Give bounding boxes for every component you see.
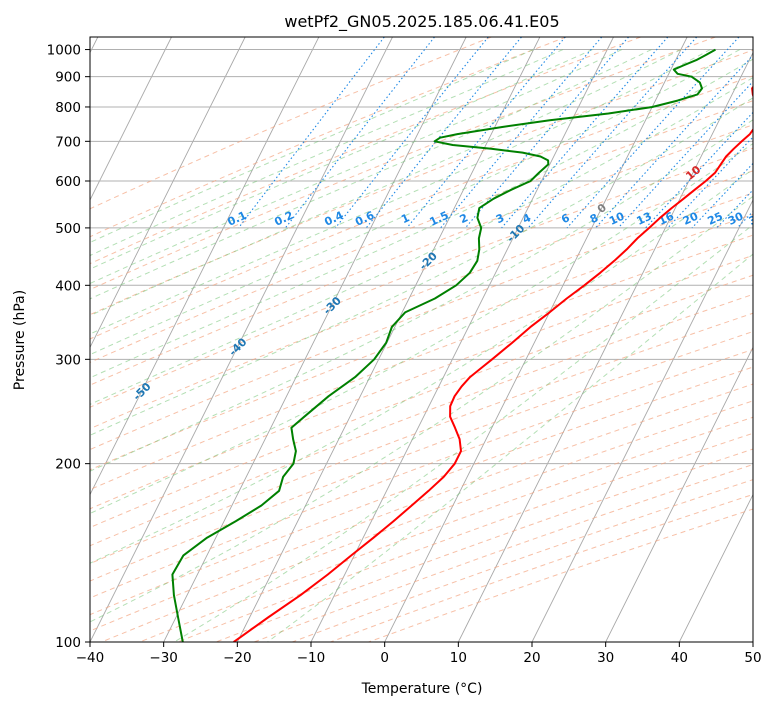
- y-tick-label: 300: [55, 352, 81, 368]
- moist-adiabat-line: [90, 119, 753, 472]
- moist-adiabat-line: [90, 58, 753, 379]
- dry-adiabat-label: -60: [36, 422, 59, 445]
- mixing-ratio-label: 16: [657, 209, 677, 227]
- moist-adiabat-line: [90, 142, 753, 514]
- mixing-ratio-line: [527, 37, 698, 229]
- y-tick-label: 600: [55, 174, 81, 190]
- moist-adiabat-line: [90, 49, 623, 285]
- y-tick-label: 500: [55, 221, 81, 237]
- mixing-ratio-label: 25: [706, 210, 725, 228]
- isotherm-line: [236, 37, 541, 642]
- moist-adiabat-line: [90, 49, 564, 257]
- background-lines: [90, 37, 775, 642]
- dry-adiabat-line: [90, 383, 753, 632]
- moist-adiabat-line: [90, 49, 711, 335]
- x-axis-label: Temperature (°C): [361, 681, 483, 697]
- dry-adiabat-line: [90, 75, 753, 340]
- moist-adiabat-line: [90, 49, 593, 270]
- profiles: [171, 48, 753, 642]
- x-tick-label: −30: [149, 650, 178, 666]
- moist-adiabat-line: [90, 49, 652, 300]
- x-axis: −40 −30 −20 −10 0 10 20 30 40 50: [76, 642, 762, 666]
- x-tick-label: −40: [76, 650, 105, 666]
- mixing-ratio-line: [758, 37, 775, 228]
- x-tick-label: 20: [523, 650, 540, 666]
- mixing-ratio-line: [617, 80, 753, 229]
- y-tick-label: 800: [55, 100, 81, 116]
- chart-title: wetPf2_GN05.2025.185.06.41.E05: [284, 12, 559, 32]
- x-tick-label: 50: [744, 650, 761, 666]
- y-axis: 100 200 300 400 500 600 700 800 900 1000: [47, 43, 90, 651]
- moist-adiabat-line: [90, 97, 753, 436]
- mixing-ratio-label: 13: [634, 210, 653, 228]
- plot-frame: [89, 36, 754, 643]
- x-tick-label: −10: [297, 650, 326, 666]
- dry-adiabat-line: [90, 234, 753, 491]
- isotherm-line: [90, 37, 320, 496]
- x-tick-label: 30: [597, 650, 614, 666]
- mixing-ratio-label: 20: [681, 209, 701, 227]
- isotherm-line: [163, 37, 467, 642]
- mixing-ratio-line: [334, 37, 489, 229]
- x-tick-label: −20: [223, 650, 252, 666]
- mixing-ratio-line: [440, 37, 603, 229]
- dry-adiabat-line: [90, 331, 753, 582]
- x-tick-label: 0: [380, 650, 389, 666]
- mixing-ratio-line: [406, 37, 566, 229]
- isotherm-line: [90, 37, 246, 349]
- moist-adiabat-line: [90, 168, 753, 564]
- isotherm-line: [90, 37, 393, 642]
- y-tick-label: 100: [55, 635, 81, 651]
- isotherm-line: [531, 198, 753, 642]
- isotherm-line: [752, 640, 753, 642]
- dry-adiabat-line: [90, 366, 753, 616]
- moist-adiabat-line: [90, 49, 741, 356]
- isotherm-line: [678, 493, 753, 642]
- y-tick-label: 1000: [47, 43, 81, 59]
- moist-adiabat-line: [90, 49, 682, 317]
- dry-adiabat-line: [90, 37, 492, 210]
- mixing-ratio-label: 36: [747, 209, 767, 227]
- mixing-ratio-label: 30: [726, 209, 746, 227]
- mixing-ratio-line: [691, 162, 753, 229]
- temperature-profile-line: [233, 85, 753, 642]
- mixing-ratio-label: 10: [607, 209, 627, 227]
- dewpoint-profile-line: [171, 48, 716, 642]
- moist-adiabat-line: [90, 195, 753, 623]
- dry-adiabat-line: [90, 274, 753, 529]
- y-axis-label: Pressure (hPa): [12, 290, 28, 390]
- y-tick-label: 400: [55, 278, 81, 294]
- x-tick-label: 10: [450, 650, 467, 666]
- x-tick-label: 40: [671, 650, 688, 666]
- moist-adiabat-line: [173, 224, 753, 642]
- isotherm-line: [384, 37, 688, 642]
- isotherm-line: [90, 37, 172, 202]
- dry-adiabat-line: [90, 213, 753, 471]
- moist-adiabat-line: [90, 77, 753, 405]
- dry-adiabat-line: [90, 37, 567, 238]
- isotherm-line: [457, 51, 753, 642]
- plot-background: [90, 37, 753, 642]
- y-tick-label: 900: [55, 70, 81, 86]
- mixing-ratio-line: [365, 37, 522, 229]
- dry-adiabat-line: [90, 37, 716, 291]
- mixing-ratio-line: [595, 54, 753, 229]
- y-tick-label: 700: [55, 134, 81, 150]
- moist-adiabat-line: [90, 49, 534, 244]
- y-tick-label: 200: [55, 457, 81, 473]
- dry-adiabat-line: [90, 37, 641, 265]
